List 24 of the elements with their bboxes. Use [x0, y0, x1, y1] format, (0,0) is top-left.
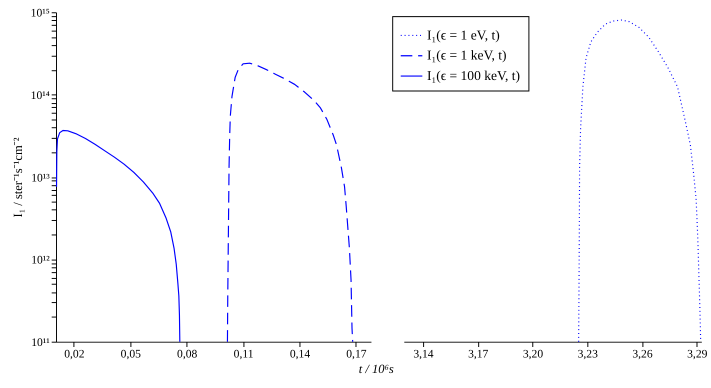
- x-tick-label: 3,26: [632, 348, 653, 361]
- x-tick-label: 0,11: [234, 348, 254, 361]
- x-tick-label: 3,17: [468, 348, 489, 361]
- x-tick-label: 0,02: [64, 348, 85, 361]
- x-tick-label: 3,29: [687, 348, 708, 361]
- line-series: [56, 130, 180, 342]
- legend-label: I₁(ϵ = 100 keV, t): [426, 68, 520, 83]
- x-tick-label: 3,14: [413, 348, 434, 361]
- text: I₁(ϵ = 1 eV, t): [426, 27, 500, 42]
- x-tick-label: 3,23: [578, 348, 598, 361]
- y-tick-label: 10¹¹: [31, 336, 50, 350]
- y-axis-title: I₁ / ster⁻¹s⁻¹cm⁻²: [10, 137, 25, 218]
- x-tick-label: 0,14: [290, 348, 310, 361]
- x-tick-label: 3,20: [522, 348, 544, 361]
- x-tick-label: 0,08: [177, 348, 198, 361]
- y-tick-label: 10¹²: [31, 254, 50, 267]
- y-tick-label: 10¹⁵: [30, 6, 50, 20]
- line-series: [226, 62, 354, 342]
- legend-label: I₁(ϵ = 1 keV, t): [426, 48, 506, 63]
- y-tick-label: 10¹³: [31, 171, 50, 184]
- y-tick-label: 10¹⁴: [30, 88, 50, 102]
- x-axis-title: t / 10⁶s: [358, 362, 394, 376]
- x-tick-label: 0,17: [346, 348, 367, 361]
- x-tick-label: 0,05: [120, 348, 142, 361]
